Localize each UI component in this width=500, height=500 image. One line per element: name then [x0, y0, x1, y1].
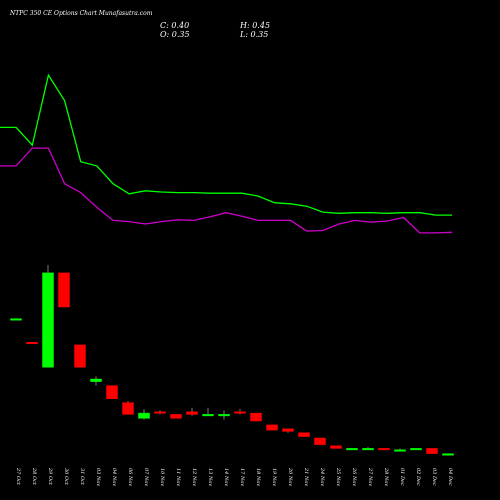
candle-body	[314, 437, 326, 445]
candlesticks	[10, 265, 454, 456]
high-value: H: 0.45	[239, 21, 270, 30]
low-value: L: 0.35	[239, 30, 268, 39]
candle-body	[250, 412, 262, 422]
x-tick-label: 03 Dec	[431, 468, 437, 486]
x-tick-label: 30 Oct	[63, 468, 69, 486]
x-axis-ticks: 27 Oct 28 Oct 29 Oct 30 Oct 31 Oct 03 Nov 04 N…	[15, 467, 453, 486]
candle-body	[10, 318, 22, 321]
candle-body	[378, 448, 390, 451]
x-tick-label: 18 Nov	[255, 468, 261, 486]
candle-body	[218, 414, 230, 417]
candle-body	[106, 385, 118, 399]
x-tick-label: 03 Nov	[95, 468, 101, 486]
x-tick-label: 01 Dec	[399, 468, 405, 486]
x-tick-label: 20 Nov	[287, 467, 293, 486]
candle-body	[442, 453, 454, 456]
x-tick-label: 25 Nov	[335, 467, 341, 486]
candle-body	[138, 412, 150, 419]
x-tick-label: 07 Nov	[143, 468, 149, 486]
chart-title: NTPC 350 CE Options Chart Munafasutra.co…	[9, 10, 153, 17]
x-tick-label: 19 Nov	[271, 468, 277, 486]
candle-body	[186, 411, 198, 415]
candle-body	[346, 448, 358, 451]
candle-body	[394, 449, 406, 452]
indicator-lines	[0, 73, 453, 234]
candle-body	[42, 272, 54, 368]
x-tick-label: 14 Nov	[223, 468, 229, 486]
lower-indicator-line	[0, 147, 453, 234]
open-value: O: 0.35	[160, 30, 190, 39]
candle-body	[26, 342, 38, 345]
x-tick-label: 06 Nov	[127, 468, 133, 486]
candle-body	[234, 411, 246, 414]
candle-body	[122, 402, 134, 415]
x-tick-label: 17 Nov	[239, 468, 245, 486]
x-tick-label: 02 Dec	[415, 468, 421, 486]
candle-body	[154, 411, 166, 414]
candle-body	[266, 424, 278, 431]
x-tick-label: 31 Oct	[79, 468, 85, 486]
x-tick-label: 12 Nov	[191, 468, 197, 486]
x-tick-label: 29 Oct	[47, 467, 53, 486]
x-tick-label: 04 Nov	[111, 468, 117, 486]
x-tick-label: 26 Nov	[351, 467, 357, 486]
candle-body	[426, 448, 438, 454]
x-tick-label: 11 Nov	[175, 468, 181, 486]
x-tick-label: 27 Nov	[367, 467, 373, 486]
x-tick-label: 27 Oct	[15, 467, 21, 486]
candle-body	[410, 448, 422, 451]
x-tick-label: 28 Oct	[31, 467, 37, 486]
upper-indicator-line	[0, 73, 452, 216]
candle-body	[58, 272, 70, 308]
x-tick-label: 04 Dec	[447, 468, 453, 486]
candle-body	[298, 432, 310, 437]
x-tick-label: 21 Nov	[303, 467, 309, 486]
candle-body	[90, 378, 102, 382]
candle-body	[330, 445, 342, 449]
candle-body	[282, 428, 294, 432]
candle-body	[202, 414, 214, 417]
x-tick-label: 13 Nov	[207, 468, 213, 486]
candle-body	[362, 448, 374, 451]
x-tick-label: 24 Nov	[319, 467, 325, 486]
candle-body	[170, 414, 182, 419]
x-tick-label: 28 Nov	[383, 467, 389, 486]
candle-body	[74, 344, 86, 368]
x-tick-label: 10 Nov	[159, 468, 165, 486]
close-value: C: 0.40	[160, 21, 189, 30]
